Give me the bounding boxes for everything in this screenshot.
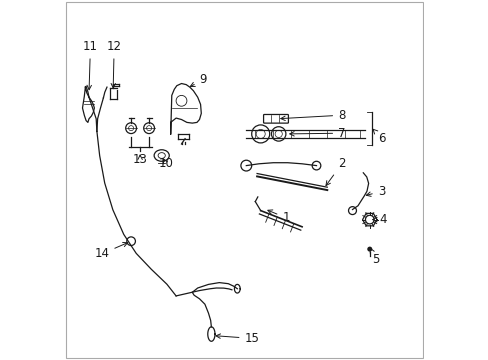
Text: 8: 8 [280, 109, 345, 122]
Text: 12: 12 [106, 40, 122, 88]
Circle shape [366, 247, 371, 252]
Text: 10: 10 [158, 157, 173, 170]
Text: 4: 4 [372, 213, 386, 226]
Text: 9: 9 [190, 73, 206, 86]
Text: 7: 7 [289, 127, 345, 140]
Text: 6: 6 [372, 129, 385, 145]
Text: 15: 15 [216, 332, 259, 345]
Text: 14: 14 [94, 243, 127, 260]
FancyBboxPatch shape [263, 114, 288, 123]
Text: 1: 1 [267, 210, 289, 224]
Text: 3: 3 [366, 185, 384, 198]
Text: 11: 11 [83, 40, 98, 90]
Text: 2: 2 [325, 157, 345, 185]
Text: 5: 5 [369, 248, 379, 266]
Text: 13: 13 [132, 153, 147, 166]
